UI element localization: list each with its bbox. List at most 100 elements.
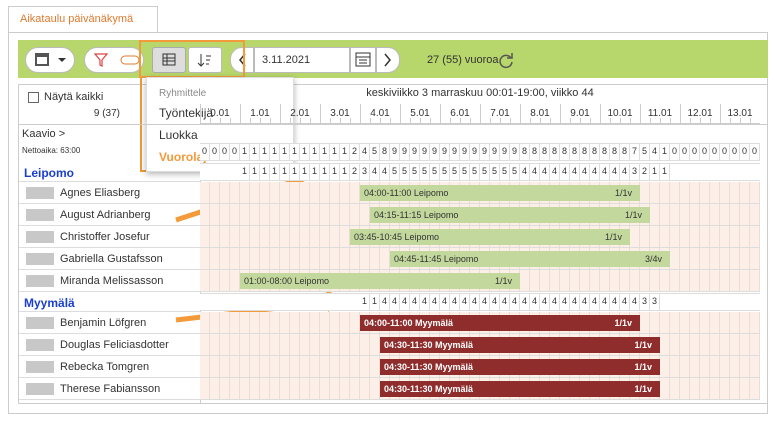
shift-bar[interactable]: 04:30-11:30 Myymälä 1/1v xyxy=(380,359,660,375)
count-cell: 0 xyxy=(200,143,210,160)
shift-units[interactable]: 1/1v xyxy=(634,362,652,372)
count-cell: 5 xyxy=(440,163,450,180)
shift-units[interactable]: 1/1v xyxy=(494,276,512,286)
prev-day[interactable] xyxy=(230,47,254,73)
quarter-tick xyxy=(630,118,631,124)
shift-bar[interactable]: 04:30-11:30 Myymälä 1/1v xyxy=(380,381,660,397)
shift-bar[interactable]: 03:45-10:45 Leipomo 1/1v xyxy=(350,229,630,245)
count-cell: 9 xyxy=(480,143,490,160)
count-cell: 7 xyxy=(630,143,640,160)
menu-option[interactable]: Vuorolaji xyxy=(159,150,210,164)
shift-label[interactable]: 01:00-08:00 Leipomo xyxy=(244,276,330,286)
employee-name[interactable]: Agnes Eliasberg xyxy=(60,187,141,199)
count-cell: 5 xyxy=(420,163,430,180)
count-cell: 0 xyxy=(230,143,240,160)
shift-bar[interactable]: 04:00-11:00 Leipomo 1/1v xyxy=(360,185,640,201)
count-cell: 8 xyxy=(550,143,560,160)
count-cell: 9 xyxy=(450,143,460,160)
chart-link-text[interactable]: Kaavio xyxy=(22,128,56,140)
show-all-label[interactable]: Näytä kaikki xyxy=(44,91,104,103)
employee-name[interactable]: Miranda Melissasson xyxy=(60,275,164,287)
shift-units[interactable]: 3/4v xyxy=(644,254,662,264)
next-day[interactable] xyxy=(376,47,400,73)
row xyxy=(19,334,760,356)
filter[interactable] xyxy=(84,47,144,73)
shift-bar[interactable]: 04:30-11:30 Myymälä 1/1v xyxy=(380,337,660,353)
count-cell: 4 xyxy=(380,293,390,310)
shift-label[interactable]: 03:45-10:45 Leipomo xyxy=(354,232,440,242)
shift-bar[interactable]: 04:00-11:00 Myymälä 1/1v xyxy=(360,315,640,331)
row xyxy=(19,312,760,334)
count-row xyxy=(200,143,760,161)
count-cell: 5 xyxy=(450,163,460,180)
employee-name[interactable]: Rebecka Tomgren xyxy=(60,361,150,373)
count-cell: 4 xyxy=(520,293,530,310)
employee-name[interactable]: Therese Fabiansson xyxy=(60,383,161,395)
date-picker[interactable] xyxy=(350,47,376,73)
count-cell: 5 xyxy=(460,163,470,180)
date-text[interactable]: 3.11.2021 xyxy=(262,54,311,66)
count-cell: 0 xyxy=(750,143,760,160)
menu-option[interactable]: Luokka xyxy=(159,128,198,142)
count-cell: 9 xyxy=(420,143,430,160)
count-cell: 1 xyxy=(650,163,660,180)
count-cell: 4 xyxy=(510,293,520,310)
count-cell: 9 xyxy=(500,143,510,160)
shift-label[interactable]: 04:30-11:30 Myymälä xyxy=(384,362,474,372)
date-field[interactable] xyxy=(254,47,350,73)
tab[interactable] xyxy=(8,6,158,32)
shift-label[interactable]: 04:15-11:15 Leipomo xyxy=(374,210,459,220)
count-cell: 1 xyxy=(330,163,340,180)
quarter-tick xyxy=(460,118,461,124)
employee-name[interactable]: Christoffer Josefur xyxy=(60,231,150,243)
shift-units[interactable]: 1/1v xyxy=(614,188,632,198)
shift-units[interactable]: 1/1v xyxy=(634,340,652,350)
menu-option[interactable]: Työntekijä xyxy=(159,106,214,120)
calendar-menu[interactable] xyxy=(25,47,75,73)
shift-label[interactable]: 04:45-11:45 Leipomo xyxy=(394,254,479,264)
count-cell: 0 xyxy=(740,143,750,160)
quarter-tick xyxy=(250,118,251,124)
hour-label: 1.01 xyxy=(250,108,270,119)
grid-frame xyxy=(18,84,768,404)
employee-name[interactable]: Gabriella Gustafsson xyxy=(60,253,163,265)
shift-bar[interactable]: 04:45-11:45 Leipomo 3/4v xyxy=(390,251,670,267)
tab-label[interactable]: Aikataulu päivänäkymä xyxy=(20,13,134,25)
count-cell: 8 xyxy=(520,143,530,160)
shift-bar[interactable]: 04:15-11:15 Leipomo 1/1v xyxy=(370,207,650,223)
group-button[interactable] xyxy=(152,47,186,73)
count-cell: 4 xyxy=(580,163,590,180)
shift-label[interactable]: 04:00-11:00 Leipomo xyxy=(364,188,449,198)
count-cell: 4 xyxy=(380,163,390,180)
shift-label[interactable]: 04:30-11:30 Myymälä xyxy=(384,340,474,350)
shift-label[interactable]: 04:00-11:00 Myymälä xyxy=(364,318,454,328)
count-cell: 1 xyxy=(300,143,310,160)
shift-label[interactable]: 04:30-11:30 Myymälä xyxy=(384,384,474,394)
shift-units[interactable]: 1/1v xyxy=(634,384,652,394)
count-cell: 4 xyxy=(570,293,580,310)
shift-bar[interactable]: 01:00-08:00 Leipomo 1/1v xyxy=(240,273,520,289)
shift-units[interactable]: 1/1v xyxy=(604,232,622,242)
employee-name[interactable]: August Adrianberg xyxy=(60,209,151,221)
chart-link[interactable]: Kaavio > xyxy=(22,128,66,140)
employee-name[interactable]: Benjamin Löfgren xyxy=(60,317,147,329)
count-cell: 1 xyxy=(660,143,670,160)
count-cell: 8 xyxy=(540,143,550,160)
count-cell: 8 xyxy=(380,143,390,160)
refresh[interactable] xyxy=(496,50,516,70)
count-cell: 1 xyxy=(290,143,300,160)
employee-id xyxy=(22,361,58,373)
menu-title: Ryhmittele xyxy=(159,88,207,99)
employee-name[interactable]: Douglas Feliciasdotter xyxy=(60,339,169,351)
count-cell: 4 xyxy=(480,293,490,310)
sort-button[interactable] xyxy=(188,47,222,73)
shift-units[interactable]: 1/1v xyxy=(614,318,632,328)
hour-label: 8.01 xyxy=(530,108,550,119)
quarter-tick xyxy=(350,118,351,124)
employee-count: 9 (37) xyxy=(93,108,120,119)
show-all-checkbox[interactable] xyxy=(28,92,39,103)
shift-units[interactable]: 1/1v xyxy=(624,210,642,220)
quarter-tick xyxy=(220,118,221,124)
count-cell: 8 xyxy=(600,143,610,160)
